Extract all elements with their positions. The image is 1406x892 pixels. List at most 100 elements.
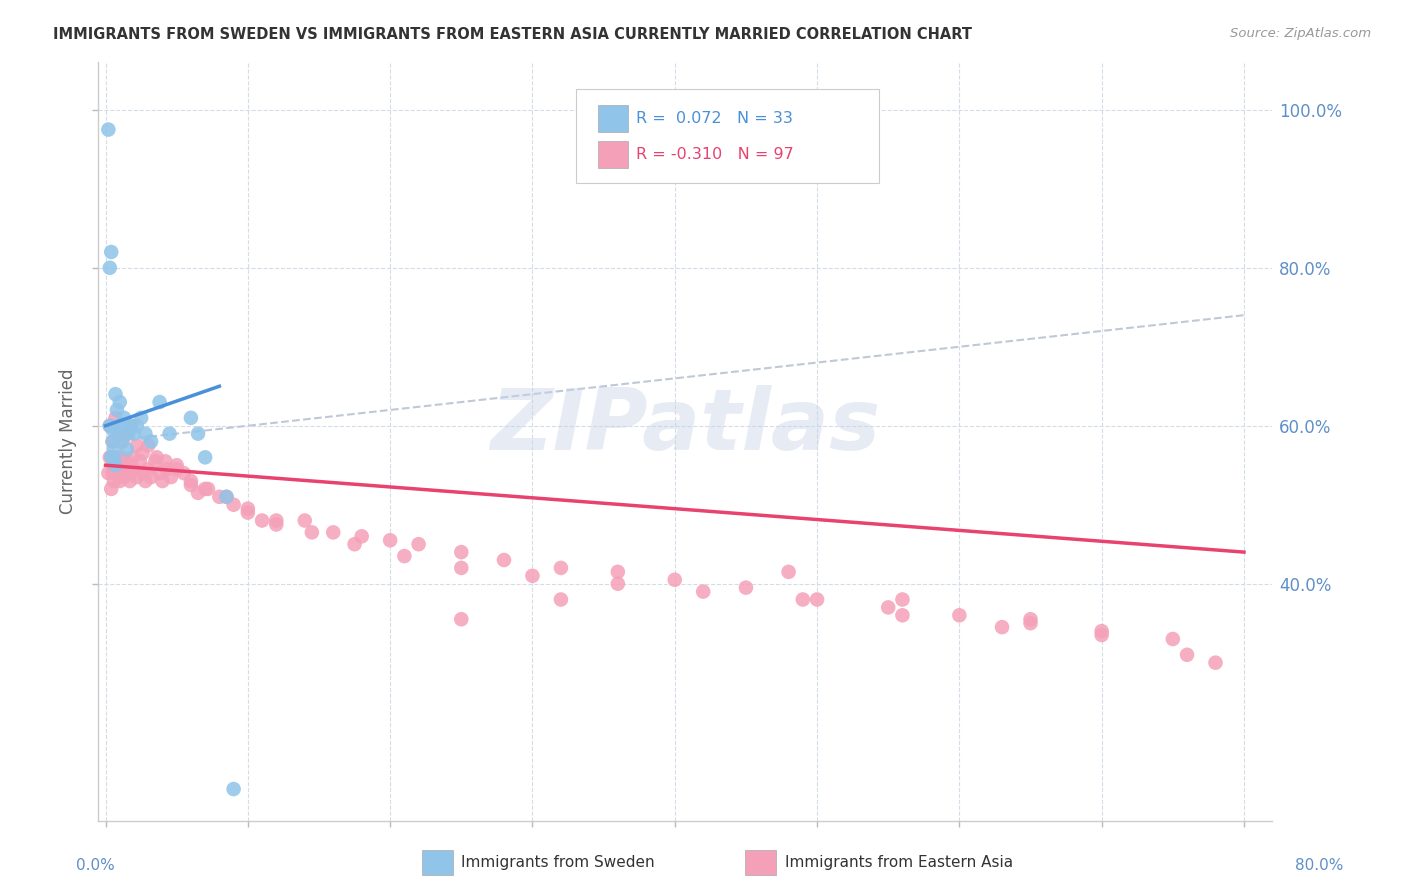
Point [194,482,217,496]
Point [250,514,273,528]
Text: 0.0%: 0.0% [76,858,115,872]
Point [100,450,122,465]
Point [408,537,430,551]
Point [301,525,323,540]
Point [1091,624,1114,639]
Text: R = -0.310   N = 97: R = -0.310 N = 97 [636,147,793,161]
Point [187,426,209,441]
Point [103,474,125,488]
Point [139,470,162,484]
Point [100,245,122,260]
Text: Immigrants from Eastern Asia: Immigrants from Eastern Asia [785,855,1012,870]
Point [105,403,128,417]
Point [101,458,124,473]
Point [111,462,134,476]
Point [121,450,143,465]
Point [550,561,572,575]
Text: Source: ZipAtlas.com: Source: ZipAtlas.com [1230,27,1371,40]
Point [111,434,134,449]
Point [1019,616,1042,631]
Point [492,553,515,567]
Point [134,474,156,488]
Point [100,450,122,465]
Point [101,423,124,437]
Point [991,620,1014,634]
Point [120,418,142,433]
Point [103,450,125,465]
Point [173,466,195,480]
Point [378,533,401,548]
Point [101,434,124,449]
Point [128,454,150,468]
Point [104,458,127,473]
Point [664,573,686,587]
Point [450,545,472,559]
Point [98,418,121,433]
Point [120,418,142,433]
Point [149,395,172,409]
Point [208,490,231,504]
Point [110,450,132,465]
Point [522,569,544,583]
Point [101,466,124,480]
Point [891,608,914,623]
Point [112,410,135,425]
Point [236,506,259,520]
Point [187,486,209,500]
Point [118,474,141,488]
Point [215,490,238,504]
Point [97,122,120,136]
Point [125,470,148,484]
Point [606,576,628,591]
Point [125,438,148,452]
Point [134,426,156,441]
Point [180,478,202,492]
Point [97,466,120,480]
Point [222,498,245,512]
Point [215,490,238,504]
Point [266,517,288,532]
Point [139,434,162,449]
Point [266,514,288,528]
Point [131,446,153,460]
Point [100,482,122,496]
Point [120,458,142,473]
Point [115,442,138,457]
Text: R =  0.072   N = 33: R = 0.072 N = 33 [636,112,793,126]
Point [122,462,145,476]
Point [112,470,135,484]
Text: 80.0%: 80.0% [1295,858,1343,872]
Y-axis label: Currently Married: Currently Married [59,368,77,515]
Point [103,442,125,457]
Point [122,426,145,441]
Point [107,426,129,441]
Point [180,474,202,488]
Point [236,501,259,516]
Point [1091,628,1114,642]
Point [394,549,416,563]
Point [108,418,131,433]
Point [115,454,138,468]
Point [117,466,139,480]
Point [778,565,800,579]
Point [450,561,472,575]
Point [108,474,131,488]
Point [606,565,628,579]
Point [111,418,134,433]
Point [692,584,714,599]
Point [145,450,167,465]
Point [294,514,316,528]
Point [129,410,152,425]
Point [194,450,217,465]
Text: ZIPatlas: ZIPatlas [491,384,880,468]
Point [166,462,188,476]
Point [160,470,183,484]
Text: IMMIGRANTS FROM SWEDEN VS IMMIGRANTS FROM EASTERN ASIA CURRENTLY MARRIED CORRELA: IMMIGRANTS FROM SWEDEN VS IMMIGRANTS FRO… [53,27,973,42]
Point [105,458,128,473]
Point [108,395,131,409]
Point [735,581,758,595]
Point [877,600,900,615]
Point [806,592,828,607]
Point [143,454,166,468]
Point [322,525,344,540]
